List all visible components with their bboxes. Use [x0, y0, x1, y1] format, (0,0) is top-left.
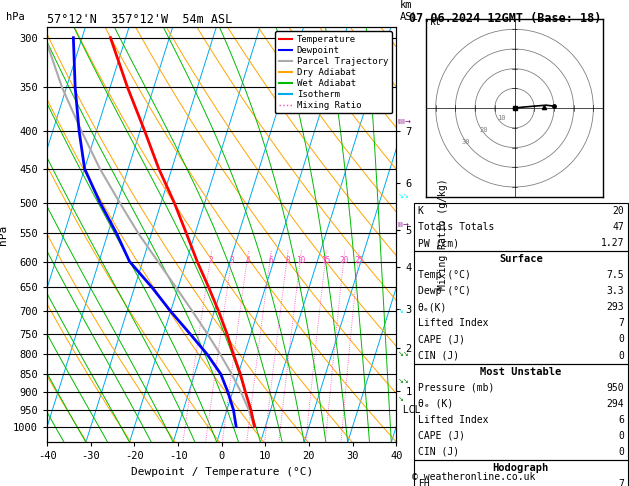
- Text: 2: 2: [208, 256, 213, 265]
- Text: 3.3: 3.3: [606, 286, 624, 296]
- Text: Pressure (mb): Pressure (mb): [418, 382, 494, 393]
- Y-axis label: hPa: hPa: [0, 225, 8, 244]
- Text: ↘: ↘: [398, 308, 403, 314]
- Text: IIII→: IIII→: [398, 120, 411, 125]
- Text: 57°12'N  357°12'W  54m ASL: 57°12'N 357°12'W 54m ASL: [47, 13, 233, 26]
- Text: III→: III→: [398, 222, 409, 227]
- Text: 7: 7: [618, 479, 624, 486]
- X-axis label: Dewpoint / Temperature (°C): Dewpoint / Temperature (°C): [131, 467, 313, 477]
- Text: 7.5: 7.5: [606, 270, 624, 280]
- Text: PW (cm): PW (cm): [418, 238, 459, 248]
- Text: CIN (J): CIN (J): [418, 350, 459, 361]
- Text: Mixing Ratio (g/kg): Mixing Ratio (g/kg): [438, 179, 448, 290]
- Text: Lifted Index: Lifted Index: [418, 318, 488, 329]
- Text: θₑ(K): θₑ(K): [418, 302, 447, 312]
- Text: 07.06.2024 12GMT (Base: 18): 07.06.2024 12GMT (Base: 18): [409, 12, 601, 25]
- Text: CIN (J): CIN (J): [418, 447, 459, 457]
- Text: © weatheronline.co.uk: © weatheronline.co.uk: [412, 472, 535, 482]
- Text: 30: 30: [461, 139, 470, 145]
- Text: 20: 20: [340, 256, 348, 265]
- Text: 20: 20: [479, 127, 487, 133]
- Text: Hodograph: Hodograph: [493, 463, 549, 473]
- Text: 0: 0: [618, 334, 624, 345]
- Text: CAPE (J): CAPE (J): [418, 431, 465, 441]
- Text: 1.27: 1.27: [601, 238, 624, 248]
- Text: 20: 20: [612, 206, 624, 216]
- Text: CAPE (J): CAPE (J): [418, 334, 465, 345]
- Text: Surface: Surface: [499, 254, 543, 264]
- Text: 294: 294: [606, 399, 624, 409]
- Text: 6: 6: [268, 256, 273, 265]
- Text: Totals Totals: Totals Totals: [418, 222, 494, 232]
- Text: 7: 7: [618, 318, 624, 329]
- Text: 4: 4: [245, 256, 250, 265]
- Text: 10: 10: [296, 256, 305, 265]
- Text: 0: 0: [618, 350, 624, 361]
- Text: 0: 0: [618, 447, 624, 457]
- Text: Temp (°C): Temp (°C): [418, 270, 470, 280]
- Text: K: K: [418, 206, 423, 216]
- Text: 6: 6: [618, 415, 624, 425]
- Text: 0: 0: [618, 431, 624, 441]
- Text: 950: 950: [606, 382, 624, 393]
- Text: 8: 8: [285, 256, 289, 265]
- Text: ↘↘: ↘↘: [398, 351, 409, 357]
- Text: Most Unstable: Most Unstable: [480, 366, 562, 377]
- Text: 15: 15: [321, 256, 330, 265]
- Text: 47: 47: [612, 222, 624, 232]
- Text: Dewp (°C): Dewp (°C): [418, 286, 470, 296]
- Text: Lifted Index: Lifted Index: [418, 415, 488, 425]
- Text: ↘↘: ↘↘: [398, 193, 409, 199]
- Text: 10: 10: [497, 115, 505, 121]
- Text: kt: kt: [430, 17, 442, 27]
- Text: 293: 293: [606, 302, 624, 312]
- Text: 3: 3: [230, 256, 235, 265]
- Text: θₑ (K): θₑ (K): [418, 399, 453, 409]
- Text: EH: EH: [418, 479, 430, 486]
- Legend: Temperature, Dewpoint, Parcel Trajectory, Dry Adiabat, Wet Adiabat, Isotherm, Mi: Temperature, Dewpoint, Parcel Trajectory…: [275, 31, 392, 113]
- Text: 25: 25: [354, 256, 363, 265]
- Text: LCL: LCL: [397, 405, 420, 415]
- Text: ↘: ↘: [398, 397, 403, 402]
- Text: hPa: hPa: [6, 12, 25, 22]
- Text: ↘↘: ↘↘: [398, 379, 409, 384]
- Text: km
ASL: km ASL: [399, 0, 418, 22]
